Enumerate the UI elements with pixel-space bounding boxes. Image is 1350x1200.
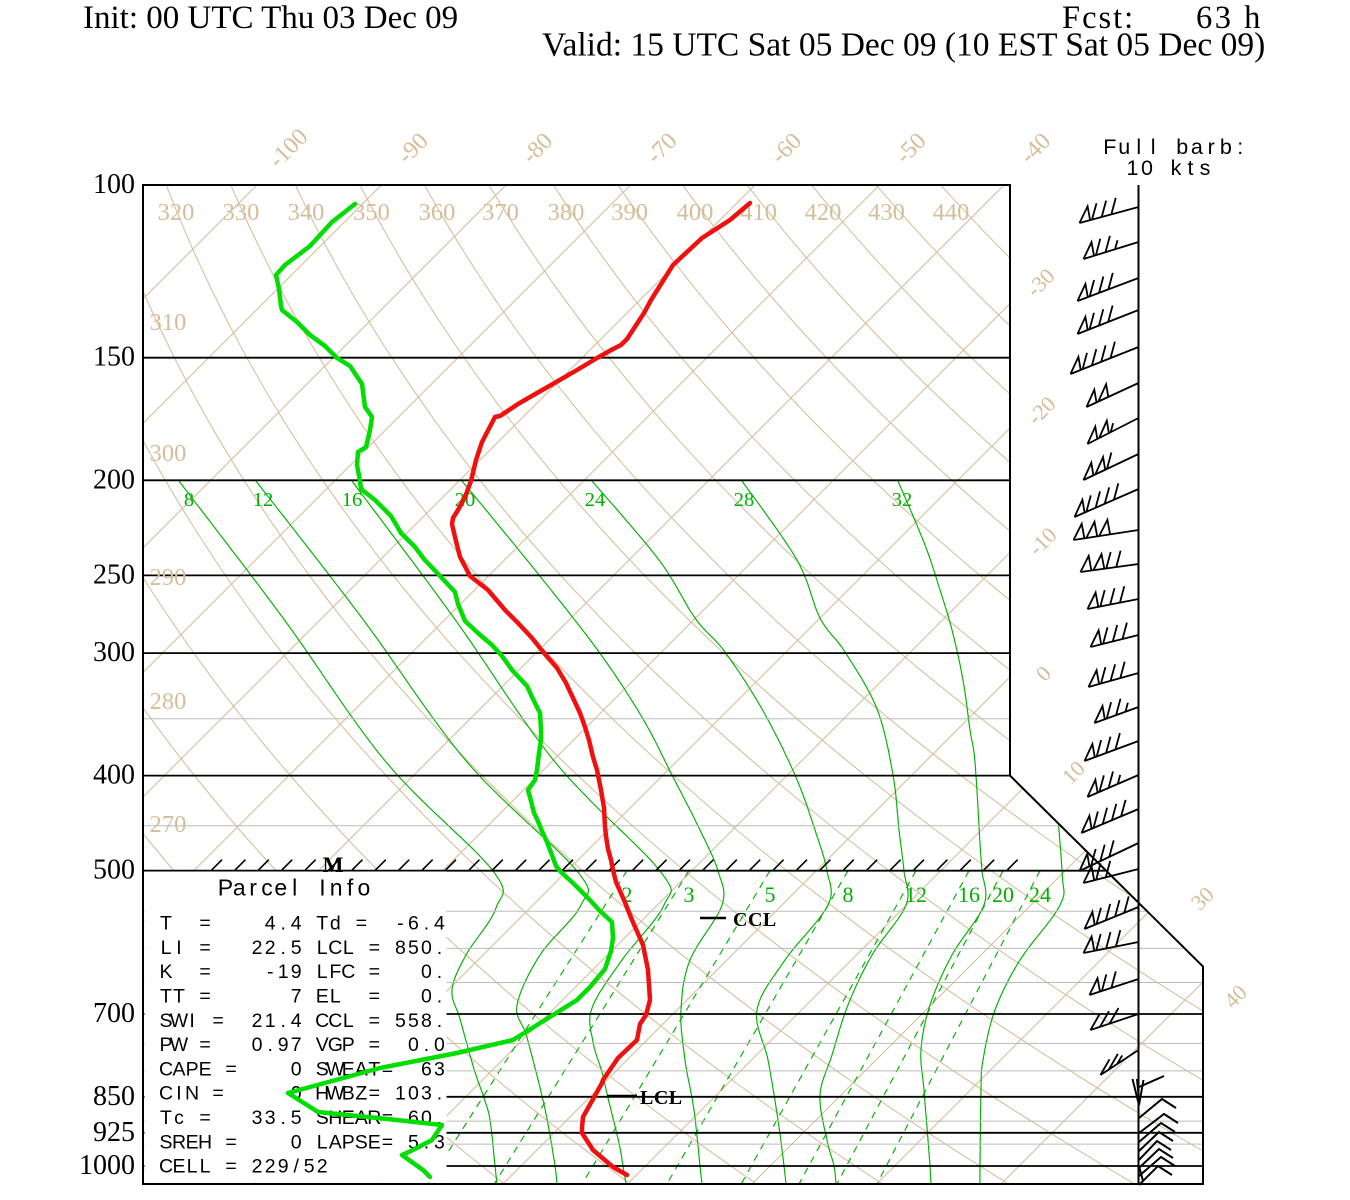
svg-text:280: 280 xyxy=(150,688,187,715)
svg-text:8: 8 xyxy=(843,882,854,907)
svg-text:440: 440 xyxy=(933,199,970,226)
svg-text:CCL: CCL xyxy=(733,909,777,931)
svg-text:150: 150 xyxy=(93,342,135,373)
svg-text:320: 320 xyxy=(158,199,195,226)
svg-text:925: 925 xyxy=(93,1117,135,1148)
svg-text:LCL: LCL xyxy=(640,1087,683,1109)
svg-text:330: 330 xyxy=(223,199,260,226)
svg-text:350: 350 xyxy=(353,199,390,226)
svg-text:24: 24 xyxy=(1029,882,1051,907)
svg-text:500: 500 xyxy=(93,855,135,886)
svg-text:370: 370 xyxy=(482,199,519,226)
svg-text:100: 100 xyxy=(93,169,135,200)
svg-text:290: 290 xyxy=(150,564,187,591)
svg-text:300: 300 xyxy=(93,637,135,668)
svg-text:300: 300 xyxy=(150,440,187,467)
svg-text:3: 3 xyxy=(684,882,695,907)
svg-text:310: 310 xyxy=(150,309,187,336)
svg-text:420: 420 xyxy=(805,199,842,226)
svg-text:16: 16 xyxy=(958,882,980,907)
svg-text:200: 200 xyxy=(93,464,135,495)
svg-text:20: 20 xyxy=(992,882,1014,907)
svg-text:63 h: 63 h xyxy=(1196,0,1263,36)
svg-text:410: 410 xyxy=(740,199,777,226)
svg-text:430: 430 xyxy=(868,199,905,226)
svg-text:1000: 1000 xyxy=(79,1150,135,1181)
svg-text:5: 5 xyxy=(765,882,776,907)
svg-text:LI=22.5LCL=850.: LI=22.5LCL=850. xyxy=(161,937,443,959)
svg-text:380: 380 xyxy=(548,199,585,226)
svg-text:ParcelInfo: ParcelInfo xyxy=(218,874,371,900)
svg-text:2: 2 xyxy=(622,882,633,907)
svg-text:270: 270 xyxy=(150,811,187,838)
svg-text:Valid: 15 UTC Sat 05 Dec 09 (1: Valid: 15 UTC Sat 05 Dec 09 (10 EST Sat … xyxy=(542,27,1265,64)
svg-text:12: 12 xyxy=(253,489,274,511)
svg-text:12: 12 xyxy=(905,882,927,907)
svg-text:340: 340 xyxy=(288,199,325,226)
svg-text:700: 700 xyxy=(93,998,135,1029)
svg-text:390: 390 xyxy=(611,199,648,226)
svg-text:28: 28 xyxy=(734,489,755,511)
svg-text:24: 24 xyxy=(585,489,606,511)
svg-text:250: 250 xyxy=(93,559,135,590)
svg-text:M: M xyxy=(323,852,344,877)
svg-text:8: 8 xyxy=(184,489,194,511)
svg-text:Fcst:: Fcst: xyxy=(1062,0,1135,36)
svg-text:32: 32 xyxy=(892,489,913,511)
svg-text:400: 400 xyxy=(677,199,714,226)
svg-text:400: 400 xyxy=(93,760,135,791)
svg-text:Init: 00 UTC Thu 03 Dec 09: Init: 00 UTC Thu 03 Dec 09 xyxy=(83,0,458,36)
svg-text:16: 16 xyxy=(342,489,363,511)
svg-text:850: 850 xyxy=(93,1081,135,1112)
svg-text:360: 360 xyxy=(419,199,456,226)
